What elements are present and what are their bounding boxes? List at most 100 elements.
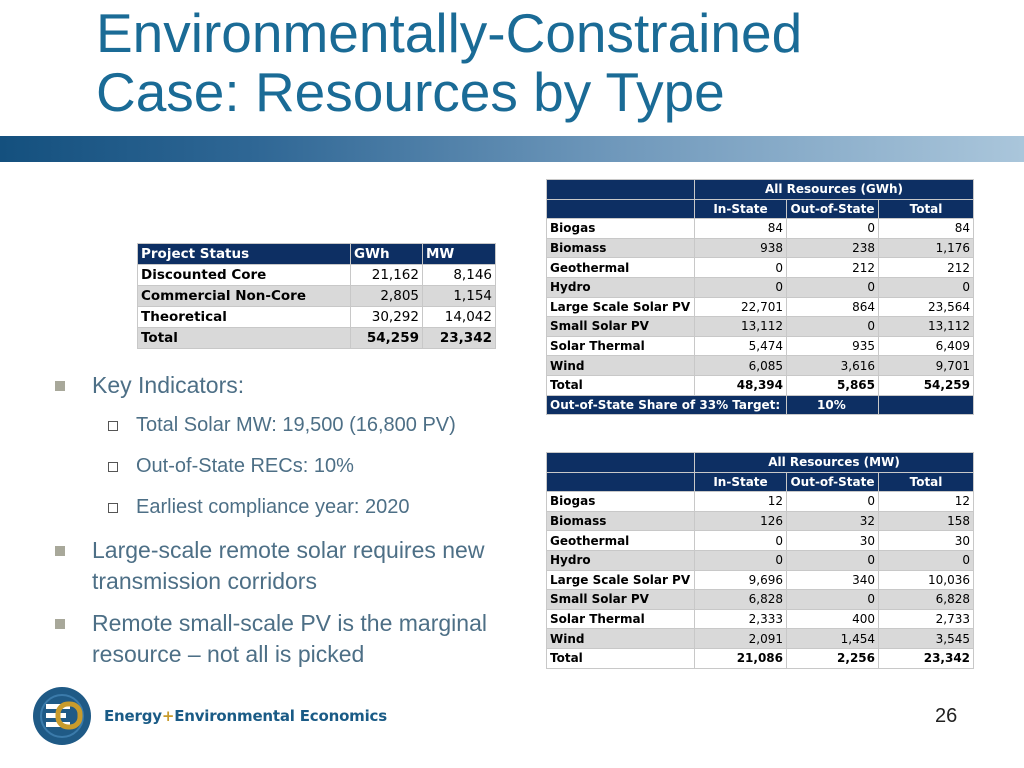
cell: 2,333: [694, 608, 787, 630]
table-row: Hydro 0 0 0: [546, 276, 975, 298]
table-header-row: In-State Out-of-State Total: [546, 198, 975, 220]
row-label: Biomass: [546, 237, 695, 259]
cell: 23,564: [877, 296, 975, 318]
blank-header: [546, 452, 695, 473]
table-row: Large Scale Solar PV 9,696 340 10,036: [546, 569, 975, 591]
company-name-part2: Environmental Economics: [174, 707, 387, 725]
table-row: Commercial Non-Core 2,805 1,154: [137, 285, 496, 307]
row-label: Solar Thermal: [546, 335, 695, 357]
cell: 14,042: [422, 306, 496, 328]
table-total-row: Total 48,394 5,865 54,259: [546, 374, 975, 396]
blank-header: [546, 179, 695, 200]
cell: 84: [877, 218, 975, 239]
checkbox-bullet-icon: [108, 421, 118, 431]
sub-bullet-text: Out-of-State RECs: 10%: [136, 455, 354, 477]
row-label: Solar Thermal: [546, 608, 695, 630]
bullet-key-indicators: Key Indicators:: [55, 370, 525, 401]
cell: 54,259: [350, 327, 423, 349]
table-row: Discounted Core 21,162 8,146: [137, 264, 496, 286]
title-line-1: Environmentally-Constrained: [96, 2, 803, 64]
cell: 9,696: [694, 569, 787, 591]
cell: 864: [786, 296, 879, 318]
table-header-row: In-State Out-of-State Total: [546, 471, 975, 493]
cell: 10,036: [877, 569, 975, 591]
row-label: Hydro: [546, 549, 695, 571]
cell: 30: [786, 530, 879, 551]
column-header: In-State: [694, 471, 787, 493]
blank-header: [546, 198, 695, 220]
company-name-plus: +: [161, 707, 175, 725]
cell: 32: [786, 510, 879, 532]
bullet-text: Large-scale remote solar requires new tr…: [92, 537, 485, 594]
sub-bullet-recs: Out-of-State RECs: 10%: [55, 453, 525, 479]
table-header-row: Project Status GWh MW: [137, 243, 496, 265]
cell: 2,805: [350, 285, 423, 307]
row-label: Biomass: [546, 510, 695, 532]
share-value: 10%: [786, 394, 879, 416]
square-bullet-icon: [55, 381, 65, 391]
column-header: Out-of-State: [786, 471, 879, 493]
table-row: Biogas 84 0 84: [546, 218, 975, 239]
cell: 21,086: [694, 647, 787, 669]
table-total-row: Total 21,086 2,256 23,342: [546, 647, 975, 669]
cell: 21,162: [350, 264, 423, 286]
project-status-table: Project Status GWh MW Discounted Core 21…: [137, 243, 496, 349]
bullet-transmission: Large-scale remote solar requires new tr…: [55, 535, 525, 597]
row-label: Total: [546, 374, 695, 396]
cell: 5,474: [694, 335, 787, 357]
table-row: Solar Thermal 5,474 935 6,409: [546, 335, 975, 357]
table-row: Wind 2,091 1,454 3,545: [546, 628, 975, 649]
gwh-resources-table: All Resources (GWh) In-State Out-of-Stat…: [546, 179, 975, 416]
cell: 0: [877, 276, 975, 298]
column-header: GWh: [350, 243, 423, 265]
column-header: Project Status: [137, 243, 351, 265]
cell: 6,409: [877, 335, 975, 357]
page-number: 26: [935, 705, 958, 727]
row-label: Biogas: [546, 218, 695, 239]
cell: 30,292: [350, 306, 423, 328]
cell: 8,146: [422, 264, 496, 286]
sub-bullet-text: Earliest compliance year: 2020: [136, 496, 410, 518]
title-banner: [0, 136, 1024, 162]
row-label: Biogas: [546, 491, 695, 512]
cell: 13,112: [877, 316, 975, 337]
title-line-2: Case: Resources by Type: [96, 61, 725, 123]
table-total-row: Total 54,259 23,342: [137, 327, 496, 349]
group-header: All Resources (GWh): [693, 179, 975, 200]
row-label: Wind: [546, 628, 695, 649]
row-label: Geothermal: [546, 530, 695, 551]
company-name: Energy+Environmental Economics: [104, 707, 387, 725]
cell: 126: [694, 510, 787, 532]
cell: 212: [877, 257, 975, 278]
row-label: Wind: [546, 355, 695, 376]
checkbox-bullet-icon: [108, 503, 118, 513]
cell: 0: [694, 257, 787, 278]
table-row: Hydro 0 0 0: [546, 549, 975, 571]
row-label: Theoretical: [137, 306, 351, 328]
cell: 13,112: [694, 316, 787, 337]
cell: 6,828: [877, 589, 975, 610]
cell: 0: [786, 589, 879, 610]
cell: 212: [786, 257, 879, 278]
row-label: Hydro: [546, 276, 695, 298]
table-row: Small Solar PV 6,828 0 6,828: [546, 589, 975, 610]
row-label: Large Scale Solar PV: [546, 296, 695, 318]
bullet-list: Key Indicators: Total Solar MW: 19,500 (…: [55, 370, 525, 681]
column-header: MW: [422, 243, 496, 265]
cell: 54,259: [877, 374, 975, 396]
cell: 0: [786, 276, 879, 298]
cell: 0: [694, 276, 787, 298]
cell: 2,256: [786, 647, 879, 669]
table-group-header-row: All Resources (MW): [546, 452, 975, 473]
slide-title: Environmentally-Constrained Case: Resour…: [96, 4, 996, 122]
out-of-state-share-row: Out-of-State Share of 33% Target: 10%: [546, 394, 975, 416]
bullet-text: Remote small-scale PV is the marginal re…: [92, 610, 487, 667]
table-row: Biomass 938 238 1,176: [546, 237, 975, 259]
row-label: Geothermal: [546, 257, 695, 278]
cell: 84: [694, 218, 787, 239]
cell: 30: [877, 530, 975, 551]
row-label: Small Solar PV: [546, 316, 695, 337]
cell: 2,091: [694, 628, 787, 649]
row-label: Discounted Core: [137, 264, 351, 286]
mw-resources-table: All Resources (MW) In-State Out-of-State…: [546, 452, 975, 669]
